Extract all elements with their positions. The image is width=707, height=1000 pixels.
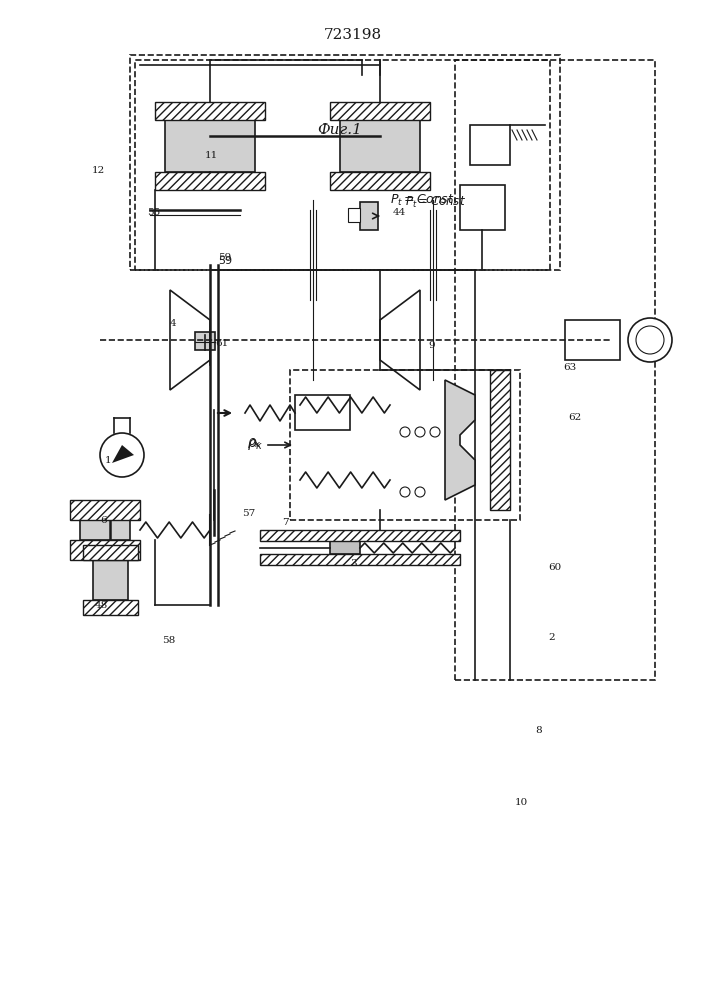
Bar [360,202,378,230]
Bar [290,370,520,520]
Text: 63: 63 [563,363,576,372]
Text: 2: 2 [548,633,554,642]
Bar [260,554,460,565]
Text: 55: 55 [147,208,160,217]
Text: $\rho_\kappa$: $\rho_\kappa$ [247,438,263,452]
Text: 44: 44 [393,208,407,217]
Bar [330,172,430,190]
Text: 59: 59 [218,256,232,266]
Bar [155,102,265,120]
Bar [470,125,510,165]
Text: 58: 58 [162,636,175,645]
Text: 723198: 723198 [324,28,382,42]
Bar [455,60,655,680]
Bar [565,320,620,360]
Bar [83,600,138,615]
Text: 62: 62 [568,413,581,422]
Text: 57: 57 [242,509,255,518]
Text: 48: 48 [95,601,108,610]
Bar [490,370,510,510]
Text: 3: 3 [350,559,356,568]
Circle shape [415,427,425,437]
Bar [348,208,360,222]
Bar [93,560,128,600]
Text: 1: 1 [105,456,112,465]
Bar [80,520,130,540]
Text: $P_t = Const$: $P_t = Const$ [405,194,466,210]
Bar [130,55,560,270]
Text: 10: 10 [515,798,528,807]
Circle shape [400,487,410,497]
Polygon shape [112,445,134,463]
Bar [460,185,505,230]
Bar [135,60,550,270]
Bar [83,545,138,560]
Bar [295,395,350,430]
Text: 8: 8 [535,726,542,735]
Circle shape [636,326,664,354]
Text: Фиг.1: Фиг.1 [317,123,363,137]
Bar [70,500,140,520]
Text: $\rho_\kappa$: $\rho_\kappa$ [247,436,262,450]
Text: 61: 61 [215,339,228,348]
Text: $P_t = Const$: $P_t = Const$ [390,192,455,208]
Bar [155,172,265,190]
Bar [195,332,215,350]
Circle shape [400,427,410,437]
Circle shape [430,427,440,437]
Bar [70,540,140,560]
Bar [330,102,430,120]
Text: 11: 11 [205,151,218,160]
Bar [340,120,420,172]
Text: 6: 6 [100,516,107,525]
Circle shape [415,487,425,497]
Circle shape [628,318,672,362]
Bar [260,530,460,541]
Text: 59: 59 [218,253,231,262]
Text: 4: 4 [170,319,177,328]
Bar [165,120,255,172]
Text: 9: 9 [428,341,435,350]
Text: 12: 12 [92,166,105,175]
Bar [330,541,360,554]
Text: 60: 60 [548,563,561,572]
Circle shape [100,433,144,477]
Text: 7: 7 [282,518,288,527]
Polygon shape [445,380,475,500]
